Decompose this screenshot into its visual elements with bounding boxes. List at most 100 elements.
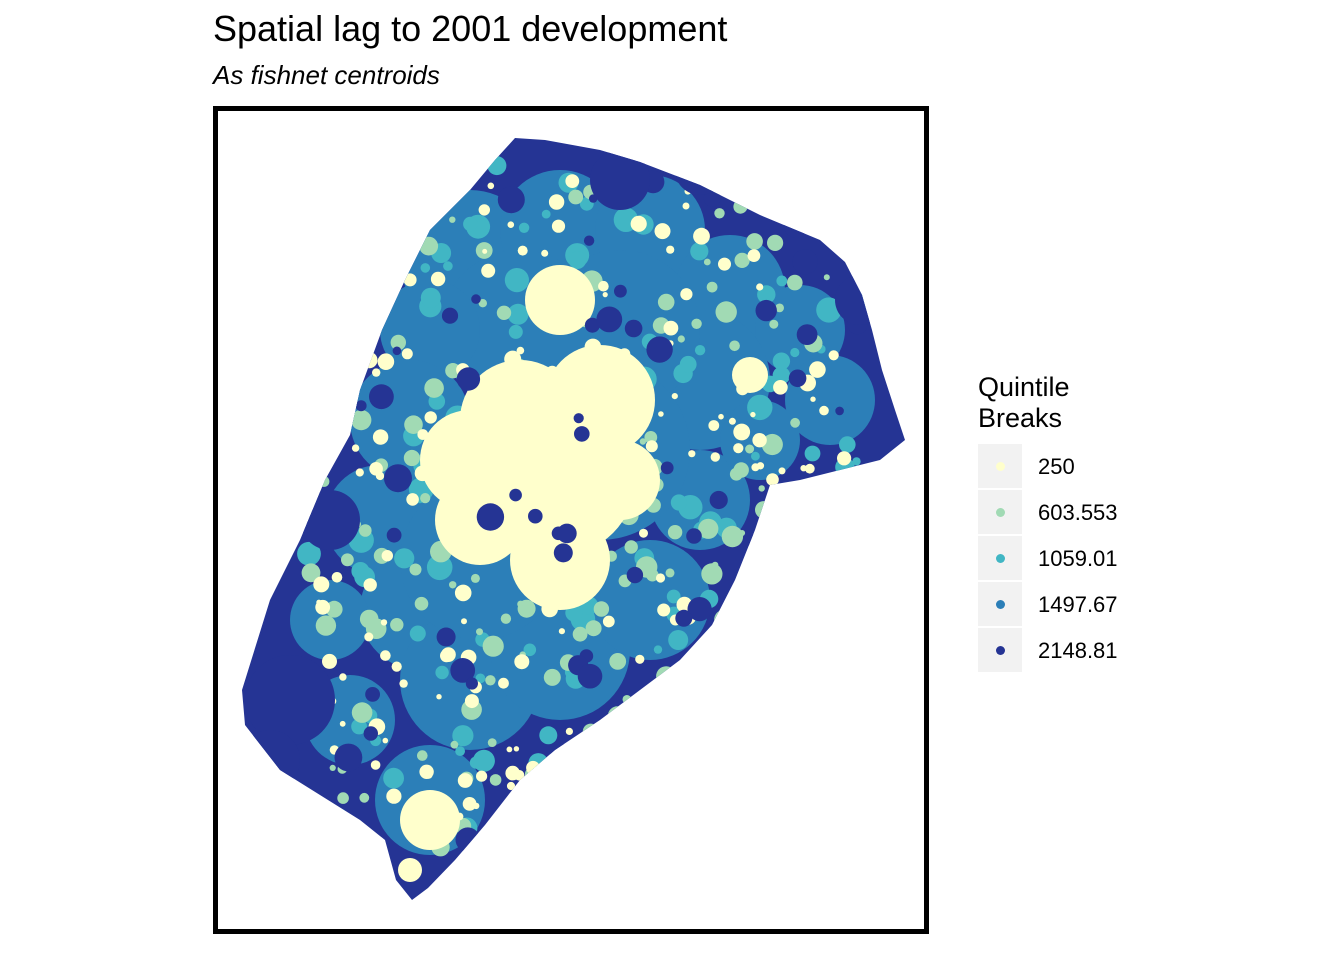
map-cell-class5 (557, 523, 577, 544)
map-cell-class2 (609, 653, 627, 670)
map-cell-class1 (756, 283, 764, 291)
map-cell-class5 (334, 743, 363, 772)
map-cell-class2 (817, 527, 832, 543)
map-cell-class3 (312, 166, 336, 190)
map-cell-class5 (660, 461, 674, 475)
map-cell-class3 (297, 541, 321, 566)
map-cell-class2 (409, 563, 422, 576)
map-cell-class3 (863, 476, 885, 499)
map-cell-class1 (399, 271, 407, 278)
legend-key (978, 582, 1022, 626)
map-cell-class2 (644, 431, 658, 444)
map-cell-class2 (489, 774, 502, 786)
map-cell-class3 (568, 251, 587, 269)
map-cell-class5 (350, 354, 367, 371)
map-cell-class3 (666, 589, 681, 604)
map-cell-class1 (540, 409, 546, 416)
map-cell-class3 (331, 347, 344, 361)
map-cell-class5 (703, 189, 721, 207)
map-cell-class2 (593, 601, 610, 617)
legend-title-line1: Quintile (978, 372, 1070, 402)
map-cell-class5 (626, 566, 644, 584)
map-cell-class2 (745, 444, 755, 454)
map-cell-class1 (817, 666, 829, 679)
map-cell-class3 (340, 282, 351, 293)
map-cell-class3 (487, 156, 507, 176)
map-cell-class5 (302, 363, 320, 381)
map-cell-class2 (357, 189, 367, 200)
map-cell-class3 (860, 493, 876, 509)
map-cell-class2 (308, 408, 321, 420)
map-cell-class1 (840, 547, 855, 562)
map-cell-class3 (776, 275, 788, 287)
map-cell-class2 (482, 635, 504, 657)
map-cell-class5 (788, 369, 807, 388)
map-cell-class1 (541, 600, 558, 618)
map-cell-class1 (633, 487, 642, 496)
map-cell-class2 (572, 626, 588, 642)
chart-title: Spatial lag to 2001 development (213, 8, 728, 49)
map-cell-class3 (705, 627, 721, 644)
map-cell-class1 (513, 770, 525, 781)
map-cell-class2 (624, 540, 638, 554)
map-cell-class5 (332, 271, 351, 289)
map-cell-class5 (550, 743, 572, 766)
map-cell-class5 (667, 752, 681, 767)
map-cell-class1 (352, 331, 367, 347)
map-cell-class1 (735, 645, 745, 655)
map-cell-class3 (541, 209, 551, 219)
map-cell-class1 (814, 767, 825, 779)
map-cell-class3 (748, 165, 761, 179)
map-cell-class1 (457, 773, 473, 788)
map-cell-class1 (476, 770, 488, 782)
map-cell-class3 (816, 297, 842, 323)
map-cell-class3 (315, 305, 341, 331)
map-cell-class5 (386, 527, 402, 543)
map-cell-class2 (836, 557, 858, 578)
map-cell-class1 (558, 628, 566, 635)
map-cell-class5 (365, 687, 380, 702)
map-cell-class3 (348, 254, 375, 281)
map-cell-class5 (686, 528, 702, 544)
map-cell-class1 (710, 452, 720, 462)
map-cell-class1 (487, 182, 495, 190)
map-cell-class1 (506, 746, 513, 753)
map-cell-class1 (380, 619, 388, 626)
map-cell-class2 (755, 501, 773, 519)
map-cell-class2 (733, 199, 748, 214)
map-cell-class1 (478, 204, 490, 216)
map-cell-class5 (317, 238, 341, 262)
map-cell-class3 (797, 550, 818, 571)
map-cell-class3 (518, 222, 530, 233)
map-cell-class3 (420, 263, 431, 273)
map-cell-class1 (541, 249, 549, 257)
map-cell-class3 (300, 823, 318, 841)
chart-subtitle: As fishnet centroids (213, 60, 440, 90)
map-cell-class2 (420, 493, 431, 504)
map-cell-class3 (420, 287, 441, 308)
map-cell-class2 (795, 612, 816, 633)
map-cell-class3 (539, 726, 558, 745)
map-cell-class1 (425, 771, 433, 779)
map-cell-class3 (827, 821, 853, 847)
map-cell-class2 (845, 769, 865, 789)
map-cell-class3 (790, 347, 800, 358)
map-cell-class3 (684, 779, 699, 794)
map-cell-class5 (775, 670, 785, 681)
map-cell-class2 (343, 218, 352, 228)
map-cell-class1 (688, 450, 696, 458)
map-cell-class1 (408, 206, 414, 212)
map-cell-class1 (605, 763, 622, 780)
map-cell-class1 (778, 467, 786, 475)
map-cell-class1 (815, 198, 826, 209)
map-cell-class3 (698, 724, 719, 744)
map-cell-class1 (433, 445, 450, 462)
map-cell-class1 (602, 292, 608, 298)
legend-item-1497: 1497.67 (978, 582, 1168, 628)
map-cell-class1 (542, 809, 557, 824)
map-cell-class1 (598, 770, 611, 783)
map-cell-class1 (409, 800, 417, 808)
map-cell-class1 (417, 429, 429, 440)
map-cell-class3 (304, 325, 327, 348)
map-cell-class1 (454, 584, 472, 602)
